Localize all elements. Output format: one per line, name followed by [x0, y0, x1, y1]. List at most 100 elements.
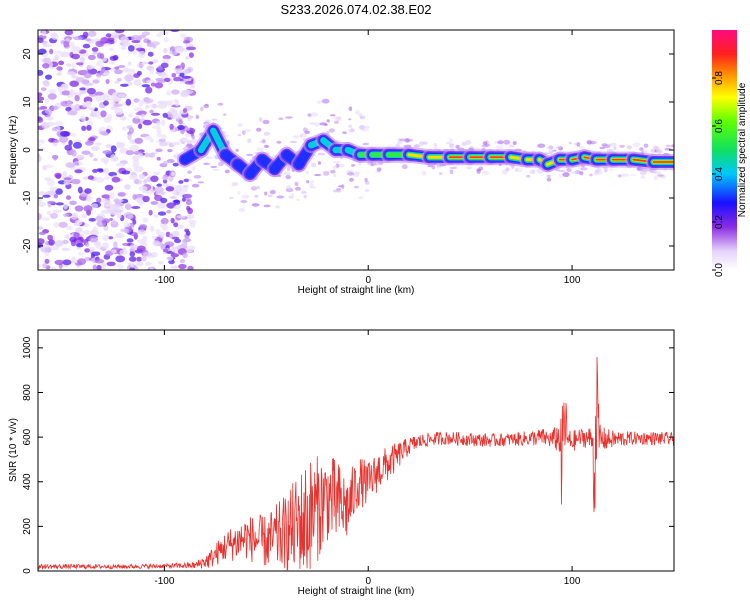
noise-blob: [580, 167, 588, 171]
noise-blob: [141, 84, 151, 88]
noise-blob: [183, 89, 194, 95]
noise-blob: [120, 228, 129, 233]
noise-blob: [78, 251, 85, 256]
noise-blob: [546, 177, 552, 182]
noise-blob: [629, 174, 637, 177]
noise-blob: [66, 226, 73, 231]
noise-blob: [190, 84, 196, 89]
noise-blob: [204, 103, 209, 106]
noise-blob: [38, 263, 42, 268]
noise-blob: [95, 215, 104, 222]
noise-blob: [138, 173, 146, 180]
noise-blob: [254, 194, 259, 198]
noise-blob: [482, 141, 488, 145]
noise-blob: [109, 55, 118, 61]
noise-blob: [182, 184, 189, 188]
noise-blob: [160, 197, 168, 204]
noise-blob: [299, 134, 303, 138]
noise-blob: [546, 174, 551, 178]
noise-blob: [218, 161, 224, 167]
noise-blob: [108, 96, 114, 101]
noise-blob: [131, 206, 141, 209]
noise-blob: [134, 115, 140, 119]
noise-blob: [163, 77, 171, 82]
noise-blob: [131, 40, 141, 44]
noise-blob: [42, 44, 53, 48]
noise-blob: [594, 170, 603, 176]
noise-blob: [289, 140, 298, 144]
noise-blob: [348, 124, 353, 128]
noise-blob: [166, 90, 171, 96]
noise-blob: [632, 142, 641, 147]
noise-blob: [90, 146, 100, 151]
noise-blob: [203, 162, 210, 165]
noise-blob: [182, 241, 188, 248]
noise-blob: [68, 139, 73, 146]
noise-blob: [114, 30, 125, 34]
noise-blob: [528, 170, 534, 174]
noise-blob: [182, 252, 188, 259]
noise-blob: [175, 65, 182, 69]
noise-blob: [258, 117, 263, 122]
noise-blob: [79, 87, 87, 91]
noise-blob: [71, 75, 78, 79]
noise-blob: [166, 256, 174, 261]
noise-blob: [100, 110, 107, 118]
noise-blob: [154, 82, 164, 89]
noise-blob: [264, 144, 269, 148]
noise-blob: [127, 45, 135, 52]
noise-blob: [121, 170, 131, 175]
noise-blob: [50, 212, 58, 219]
noise-blob: [562, 172, 570, 178]
noise-blob: [186, 115, 194, 119]
noise-blob: [150, 252, 158, 258]
noise-blob: [374, 162, 381, 166]
noise-blob: [264, 191, 268, 196]
noise-blob: [120, 36, 129, 44]
noise-blob: [195, 114, 199, 119]
noise-blob: [59, 131, 70, 137]
noise-blob: [66, 99, 73, 107]
noise-blob: [87, 107, 96, 111]
noise-blob: [71, 178, 81, 185]
noise-blob: [192, 166, 196, 171]
noise-blob: [57, 86, 63, 92]
noise-blob: [91, 203, 99, 209]
noise-blob: [138, 123, 143, 129]
noise-blob: [114, 80, 120, 84]
noise-blob: [113, 209, 124, 213]
noise-blob: [360, 115, 366, 120]
noise-blob: [172, 189, 177, 196]
noise-blob: [138, 185, 148, 192]
noise-blob: [548, 150, 554, 155]
noise-blob: [43, 57, 51, 64]
noise-blob: [286, 166, 291, 172]
noise-blob: [100, 199, 110, 203]
noise-blob: [180, 137, 188, 142]
noise-blob: [71, 53, 80, 60]
noise-blob: [121, 126, 127, 131]
noise-blob: [134, 107, 143, 112]
noise-blob: [151, 235, 157, 240]
noise-blob: [326, 119, 330, 123]
noise-blob: [296, 198, 300, 202]
noise-blob: [100, 157, 110, 163]
noise-blob: [160, 119, 166, 127]
noise-blob: [148, 209, 153, 216]
noise-blob: [152, 171, 161, 176]
noise-blob: [109, 192, 115, 200]
noise-blob: [665, 144, 672, 147]
noise-blob: [42, 263, 48, 269]
noise-blob: [163, 248, 168, 253]
noise-blob: [613, 146, 617, 151]
noise-blob: [157, 211, 167, 216]
noise-blob: [183, 186, 189, 193]
colorbar: 0.0 0.2 0.4 0.6 0.8 Normalized spectral ampl…: [712, 30, 748, 277]
noise-blob: [61, 90, 71, 96]
noise-blob: [46, 179, 55, 186]
noise-blob: [110, 32, 121, 37]
noise-blob: [74, 169, 83, 174]
noise-blob: [52, 209, 62, 213]
noise-blob: [176, 215, 186, 219]
